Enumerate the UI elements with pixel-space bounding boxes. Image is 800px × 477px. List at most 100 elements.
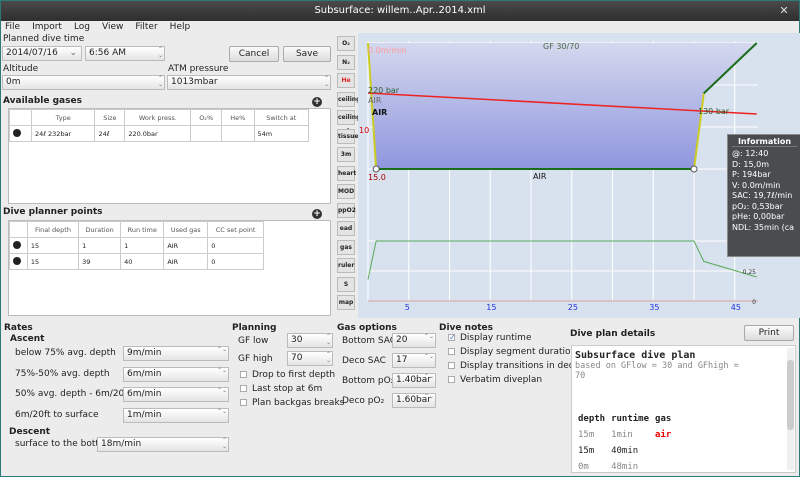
toolbar-he-icon[interactable]: He: [337, 73, 355, 88]
scrollbar-thumb[interactable]: [787, 360, 794, 430]
cell[interactable]: 0: [207, 253, 264, 270]
cell[interactable]: 1: [78, 237, 122, 254]
checkbox[interactable]: [448, 376, 455, 383]
trash-icon[interactable]: [13, 128, 21, 137]
cell[interactable]: 24ℓ: [94, 125, 126, 142]
checkbox[interactable]: [240, 371, 247, 378]
ascent-rate-field[interactable]: 9m/min ⌃⌄: [123, 346, 229, 361]
toolbar-heart-icon[interactable]: heart: [337, 165, 356, 181]
spinner-icon[interactable]: ⌃⌄: [323, 75, 329, 88]
col-header[interactable]: Size: [94, 109, 126, 126]
toolbar-ceiling-icon[interactable]: ceiling: [337, 91, 360, 107]
cell[interactable]: [221, 125, 255, 142]
toolbar-mod-icon[interactable]: MOD: [337, 184, 355, 199]
close-icon[interactable]: ✕: [779, 4, 789, 17]
add-gas-icon[interactable]: +: [312, 97, 322, 107]
checkbox[interactable]: ✓: [448, 333, 456, 342]
checkbox[interactable]: [448, 348, 455, 355]
cell[interactable]: AIR: [163, 237, 209, 254]
menu-filter[interactable]: Filter: [135, 22, 158, 32]
cell[interactable]: AIR: [163, 253, 209, 270]
cell[interactable]: 24ℓ 232bar: [31, 125, 96, 142]
trash-icon[interactable]: [13, 240, 21, 249]
atm-pressure-field[interactable]: 1013mbar ⌃ ⌄: [167, 75, 331, 90]
checkbox[interactable]: [240, 385, 247, 392]
spinner-icon[interactable]: ⌃⌄: [325, 351, 331, 364]
gf-high-field[interactable]: 70 ⌃ ⌄: [287, 351, 333, 366]
checkbox-option[interactable]: Display transitions in deco: [448, 361, 579, 371]
spinner-icon[interactable]: ⌃⌄: [157, 46, 163, 59]
menu-import[interactable]: Import: [32, 22, 62, 32]
date-field[interactable]: 2014/07/16 ⌄: [2, 46, 82, 61]
ascent-rate-field[interactable]: 1m/min ⌃⌄: [123, 407, 229, 423]
cell[interactable]: 40: [120, 253, 165, 270]
dive-plan-text[interactable]: Subsurface dive plan based on GFlow = 30…: [571, 345, 796, 473]
toolbar-o-icon[interactable]: O₂: [337, 36, 355, 51]
gas-option-field[interactable]: 1.60bar ⌃⌄: [392, 393, 436, 408]
col-header[interactable]: Type: [31, 109, 96, 126]
toolbar-s-icon[interactable]: S: [337, 276, 355, 292]
col-header[interactable]: CC set point: [207, 221, 264, 238]
spinner-icon[interactable]: ⌃⌄: [423, 373, 434, 380]
menu-log[interactable]: Log: [73, 22, 91, 32]
gas-option-field[interactable]: 17 ⌃⌄: [392, 353, 436, 368]
col-header[interactable]: He%: [221, 109, 255, 126]
toolbar-3m-icon[interactable]: 3m: [337, 147, 355, 162]
col-header[interactable]: Used gas: [163, 221, 209, 238]
cancel-button[interactable]: Cancel: [229, 46, 279, 62]
scrollbar[interactable]: [787, 348, 794, 470]
trash-icon[interactable]: [13, 256, 21, 265]
add-point-icon[interactable]: +: [312, 209, 322, 219]
menu-view[interactable]: View: [102, 22, 124, 32]
spinner-icon[interactable]: ⌃⌄: [216, 346, 227, 353]
toolbar-tissue-icon[interactable]: tissue: [337, 128, 358, 144]
ascent-rate-field[interactable]: 6m/min ⌃⌄: [123, 366, 229, 382]
col-header[interactable]: Final depth: [26, 221, 80, 238]
checkbox[interactable]: [448, 362, 455, 369]
checkbox-option[interactable]: Verbatim diveplan: [448, 375, 542, 385]
toolbar-ppo2-icon[interactable]: ppO2: [337, 202, 356, 218]
time-field[interactable]: 6:56 AM ⌃ ⌄: [85, 46, 165, 61]
spinner-icon[interactable]: ⌃⌄: [423, 353, 434, 360]
cell[interactable]: 54m: [253, 125, 309, 142]
gf-low-field[interactable]: 30 ⌃ ⌄: [287, 333, 333, 348]
ascent-rate-field[interactable]: 6m/min ⌃⌄: [123, 387, 229, 402]
cell[interactable]: 15: [26, 253, 80, 270]
menu-help[interactable]: Help: [169, 22, 191, 32]
col-header[interactable]: Run time: [120, 221, 165, 238]
gas-option-field[interactable]: 20 ⌃⌄: [392, 333, 436, 348]
col-header[interactable]: Switch at: [253, 109, 309, 126]
toolbar-gas-icon[interactable]: gas: [337, 239, 355, 255]
col-header[interactable]: Work press.: [124, 109, 192, 126]
toolbar-n-icon[interactable]: N₂: [337, 54, 355, 70]
cell[interactable]: 1: [120, 237, 165, 254]
spinner-icon[interactable]: ⌃⌄: [325, 333, 331, 346]
checkbox-option[interactable]: Plan backgas breaks: [240, 398, 344, 408]
toolbar-ruler-icon[interactable]: ruler: [337, 258, 355, 273]
gas-option-field[interactable]: 1.40bar ⌃⌄: [392, 373, 436, 388]
planner-handle[interactable]: [372, 165, 380, 173]
spinner-icon[interactable]: ⌃⌄: [423, 333, 434, 340]
toolbar-ead-icon[interactable]: ead: [337, 221, 355, 236]
altitude-field[interactable]: 0m ⌃ ⌄: [2, 75, 165, 90]
checkbox-option[interactable]: Last stop at 6m: [240, 384, 322, 394]
checkbox-option[interactable]: Drop to first depth: [240, 370, 335, 380]
cell[interactable]: [190, 125, 223, 142]
menu-file[interactable]: File: [5, 22, 21, 32]
planner-handle[interactable]: [690, 165, 698, 173]
save-button[interactable]: Save: [283, 46, 331, 62]
cell[interactable]: 39: [78, 253, 122, 270]
cell[interactable]: 15: [26, 237, 80, 254]
checkbox-option[interactable]: Display segment duration: [448, 347, 576, 357]
cell[interactable]: 220.0bar: [124, 125, 192, 142]
spinner-icon[interactable]: ⌃⌄: [221, 437, 227, 450]
spinner-icon[interactable]: ⌃⌄: [216, 366, 227, 374]
col-header[interactable]: Duration: [78, 221, 122, 238]
col-header[interactable]: O₂%: [190, 109, 223, 126]
spinner-icon[interactable]: ⌃⌄: [216, 387, 227, 394]
spinner-icon[interactable]: ⌃⌄: [157, 75, 163, 88]
toolbar-ceilingcalc-icon[interactable]: ceiling-calc: [337, 110, 363, 135]
descent-rate-field[interactable]: 18m/min ⌃ ⌄: [97, 437, 229, 452]
chevron-down-icon[interactable]: ⌄: [69, 48, 77, 58]
